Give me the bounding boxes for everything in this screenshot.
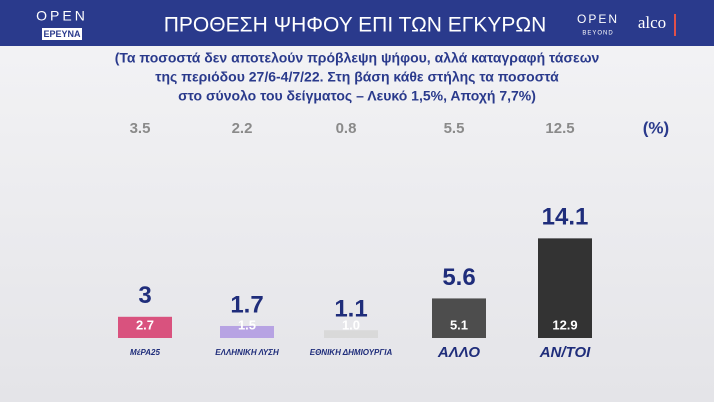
bar (220, 325, 274, 338)
base-value-label: 2.7 (136, 317, 154, 332)
previous-value: 3.5 (130, 120, 151, 137)
category-label: ΑΝ/ΤΟΙ (539, 344, 591, 361)
unit-label: (%) (643, 118, 669, 137)
previous-value: 12.5 (545, 120, 574, 137)
logo-box (42, 28, 82, 40)
subtitle: στο σύνολο του δείγματος – Λευκό 1,5%, Α… (178, 88, 536, 104)
base-value-label: 1.5 (238, 317, 256, 332)
bar (432, 298, 486, 338)
previous-value: 2.2 (232, 120, 253, 137)
previous-value: 0.8 (336, 120, 357, 137)
bar (118, 316, 172, 338)
category-label: ΕΛΛΗΝΙΚΗ ΛΥΣΗ (215, 348, 279, 357)
logo-sub: ΕΡΕΥΝΑ (43, 29, 81, 39)
chart-title: ΠΡΟΘΕΣΗ ΨΗΦΟΥ ΕΠΙ ΤΩΝ ΕΓΚΥΡΩΝ (164, 14, 546, 37)
partner-sub: BEYOND (582, 31, 613, 37)
previous-value: 5.5 (444, 120, 465, 137)
header-bar (0, 0, 714, 46)
bar (538, 238, 592, 338)
subtitle: της περιόδου 27/6-4/7/22. Στη βάση κάθε … (155, 69, 559, 85)
base-value-label: 1.0 (342, 317, 360, 332)
value-label: 1.1 (334, 296, 367, 323)
value-label: 14.1 (542, 204, 589, 231)
base-value-label: 5.1 (450, 317, 468, 332)
value-label: 3 (138, 282, 151, 309)
value-label: 1.7 (230, 291, 263, 318)
subtitle: (Τα ποσοστά δεν αποτελούν πρόβλεψη ψήφου… (115, 50, 600, 66)
partner-logo: OPEN (577, 12, 619, 26)
logo: OPEN (36, 8, 88, 24)
pollster-logo: alco (638, 13, 666, 32)
category-label: ΜέΡΑ25 (130, 348, 160, 357)
value-label: 5.6 (442, 264, 475, 291)
category-label: ΑΛΛΟ (437, 344, 481, 361)
base-value-label: 12.9 (552, 317, 577, 332)
category-label: ΕΘΝΙΚΗ ΔΗΜΙΟΥΡΓΙΑ (310, 348, 393, 357)
bar (324, 330, 378, 338)
